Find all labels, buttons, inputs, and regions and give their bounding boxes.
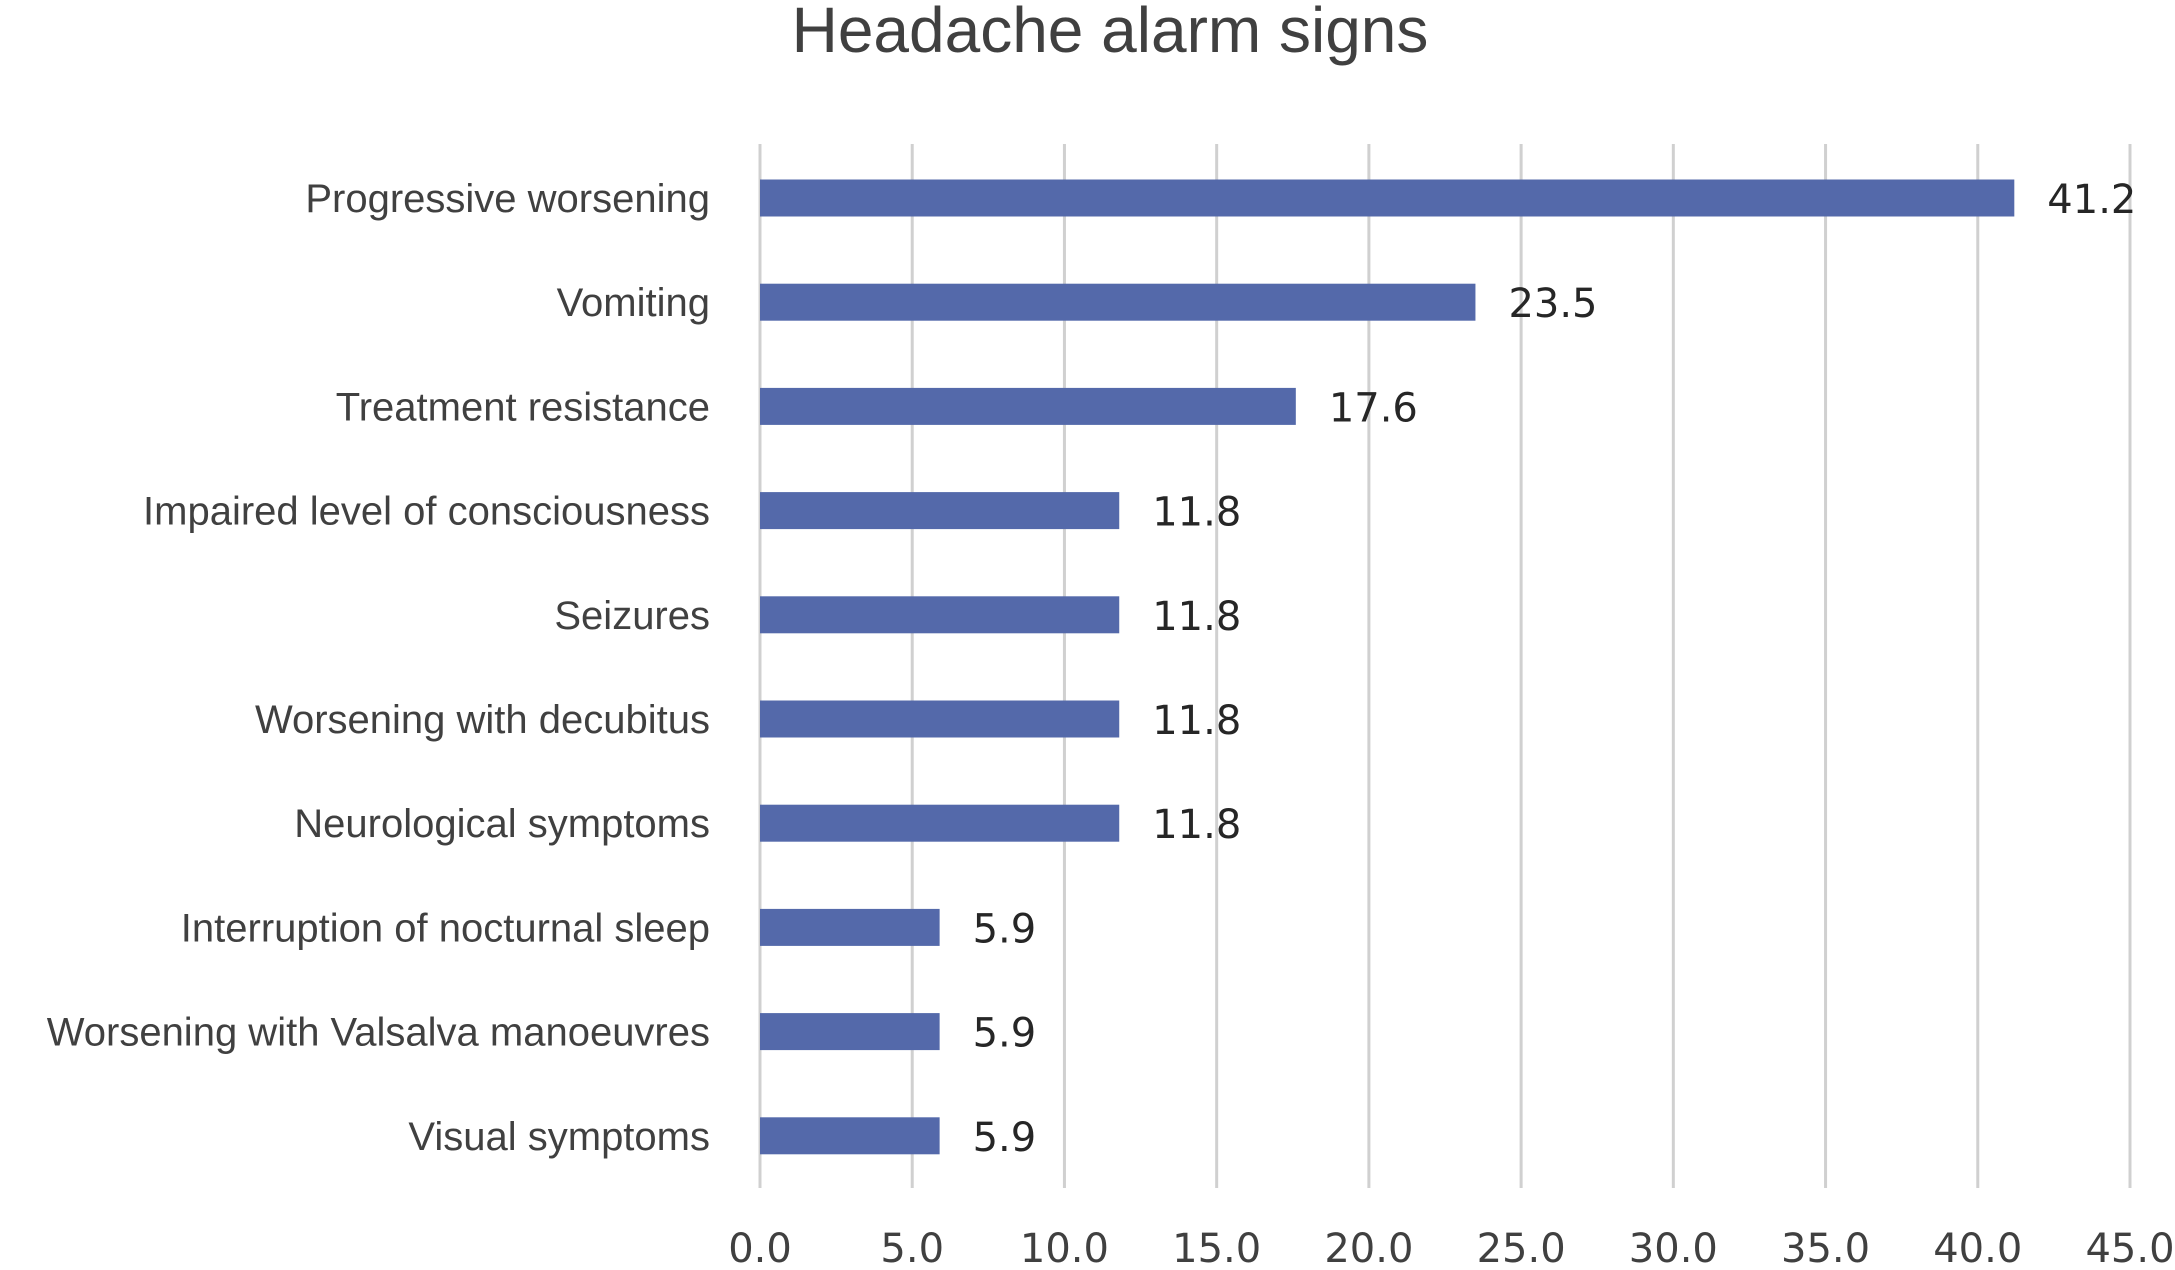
data-label: 5.9	[973, 1011, 1037, 1057]
category-label: Neurological symptoms	[294, 802, 710, 846]
category-label: Impaired level of consciousness	[143, 490, 710, 534]
bar	[760, 179, 2015, 217]
data-label: 11.8	[1152, 802, 1241, 848]
data-label: 11.8	[1152, 594, 1241, 640]
data-label: 5.9	[973, 906, 1037, 952]
bar	[760, 1117, 940, 1155]
x-tick-label: 20.0	[1324, 1226, 1413, 1270]
category-labels: Progressive worsening Vomiting Treatment r…	[47, 177, 710, 1159]
bar	[760, 283, 1476, 321]
category-label: Worsening with decubitus	[255, 698, 710, 742]
data-label: 5.9	[973, 1115, 1037, 1161]
bar	[760, 596, 1120, 634]
bar	[760, 387, 1296, 425]
data-labels: 41.2 23.5 17.6 11.8 11.8 11.8 11.8 5.9 5.9 5.9	[973, 177, 2137, 1161]
bars	[760, 179, 2015, 1155]
category-label: Interruption of nocturnal sleep	[181, 906, 710, 950]
bar	[760, 908, 940, 946]
category-label: Visual symptoms	[408, 1115, 710, 1159]
x-tick-label: 45.0	[2085, 1226, 2174, 1270]
x-tick-label: 5.0	[880, 1226, 944, 1270]
x-tick-label: 40.0	[1933, 1226, 2022, 1270]
x-tick-label: 15.0	[1172, 1226, 1261, 1270]
bar	[760, 700, 1120, 738]
category-label: Worsening with Valsalva manoeuvres	[47, 1011, 710, 1055]
category-label: Seizures	[554, 594, 710, 638]
data-label: 41.2	[2047, 177, 2136, 223]
category-label: Treatment resistance	[336, 385, 710, 429]
bar	[760, 1013, 940, 1051]
data-label: 11.8	[1152, 698, 1241, 744]
bar	[760, 804, 1120, 842]
x-tick-label: 35.0	[1781, 1226, 1870, 1270]
bar	[760, 492, 1120, 530]
x-axis-tick-labels: 0.0 5.0 10.0 15.0 20.0 25.0 30.0 35.0 40.0 45.0	[728, 1226, 2174, 1270]
data-label: 17.6	[1329, 385, 1418, 431]
category-label: Progressive worsening	[305, 177, 710, 221]
x-tick-label: 10.0	[1020, 1226, 1109, 1270]
data-label: 23.5	[1508, 281, 1597, 327]
chart-title: Headache alarm signs	[792, 0, 1429, 66]
x-tick-label: 30.0	[1629, 1226, 1718, 1270]
x-tick-label: 25.0	[1477, 1226, 1566, 1270]
x-tick-label: 0.0	[728, 1226, 792, 1270]
category-label: Vomiting	[557, 281, 710, 325]
data-label: 11.8	[1152, 490, 1241, 536]
